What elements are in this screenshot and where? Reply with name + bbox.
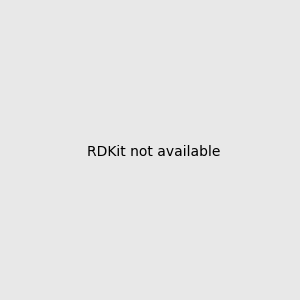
Text: RDKit not available: RDKit not available (87, 145, 220, 158)
